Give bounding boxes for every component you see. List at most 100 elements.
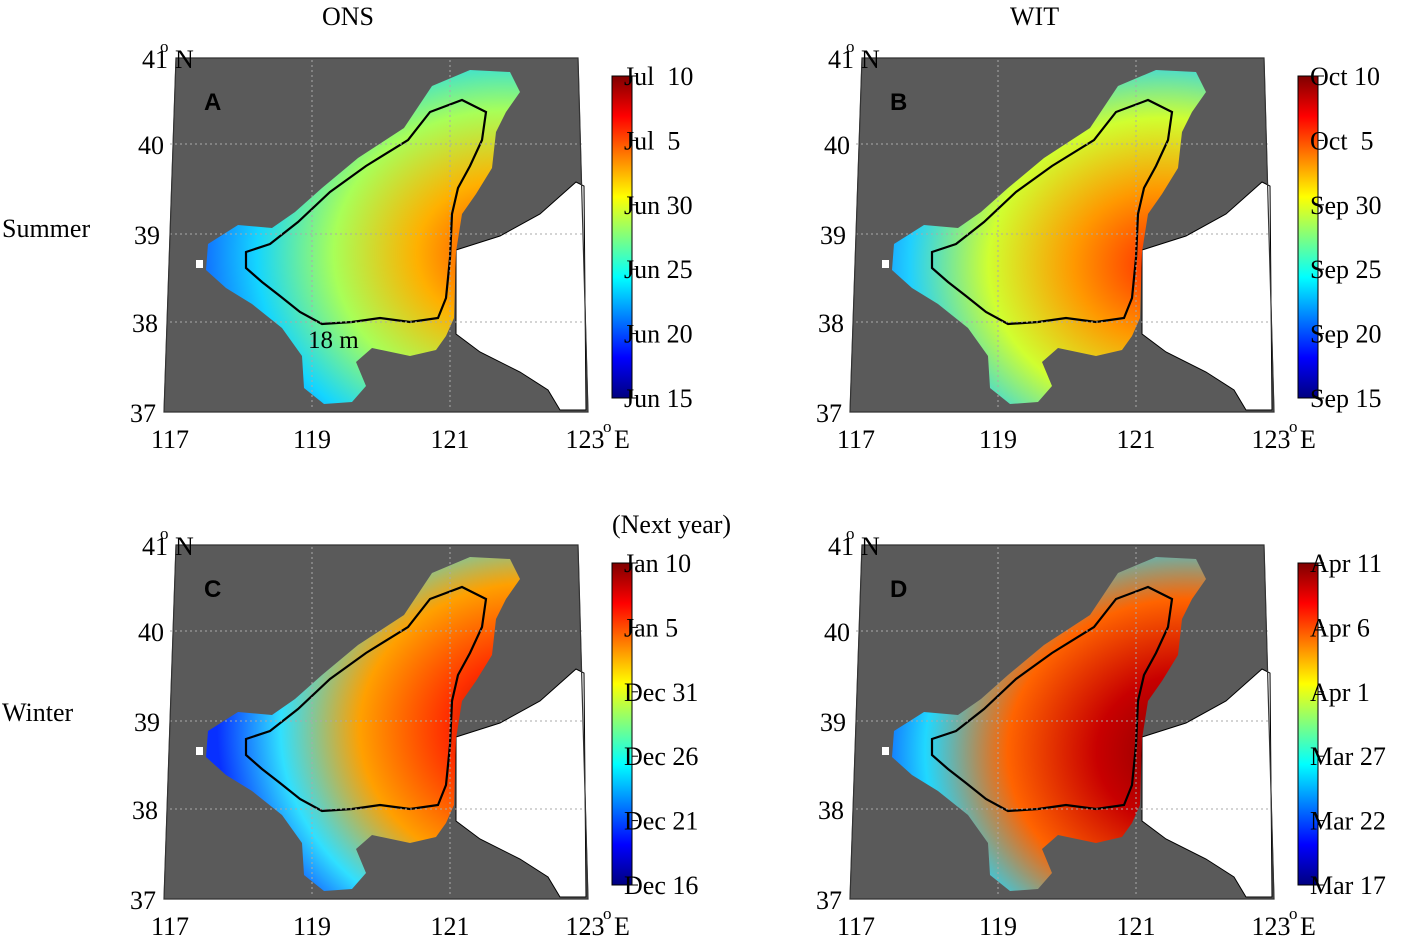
row-title-winter: Winter bbox=[2, 698, 74, 727]
lon-tick-label: 119 bbox=[293, 912, 331, 941]
colorbar-tick-label: Dec 26 bbox=[624, 742, 698, 771]
colorbar-tick-label: Jun 20 bbox=[624, 320, 693, 349]
lat-tick-label: 40 bbox=[824, 618, 850, 647]
column-title-wit: WIT bbox=[1010, 2, 1060, 31]
lat-tick-label: 39 bbox=[820, 221, 846, 250]
lon-hemisphere: E bbox=[614, 425, 630, 454]
lat-tick-label: 41 bbox=[828, 532, 854, 561]
unmapped-islet bbox=[196, 260, 203, 268]
colorbar-tick-label: Jun 30 bbox=[624, 191, 693, 220]
lat-degree-sign: o bbox=[160, 37, 169, 56]
lon-tick-label: 123 bbox=[1252, 912, 1291, 941]
colorbar bbox=[1297, 562, 1319, 886]
colorbar-tick-label: Sep 30 bbox=[1310, 191, 1382, 220]
column-title-ons: ONS bbox=[322, 2, 375, 31]
panel-letter: A bbox=[204, 89, 221, 116]
colorbar-tick-label: Mar 27 bbox=[1310, 742, 1386, 771]
row-title-summer: Summer bbox=[2, 214, 91, 243]
isobath-contour bbox=[244, 98, 488, 326]
lat-tick-label: 38 bbox=[818, 796, 844, 825]
unmapped-region bbox=[455, 181, 587, 411]
colorbar bbox=[1297, 75, 1319, 399]
isobath-contour bbox=[930, 585, 1174, 813]
colorbar-tick-label: Apr 6 bbox=[1310, 613, 1370, 642]
colorbar-tick-label: Jun 15 bbox=[624, 384, 693, 413]
lat-tick-label: 38 bbox=[132, 309, 158, 338]
lat-tick-label: 39 bbox=[134, 221, 160, 250]
isobath-contour bbox=[244, 585, 488, 813]
lon-degree-sign: o bbox=[1289, 904, 1298, 923]
lon-tick-label: 117 bbox=[151, 912, 189, 941]
lon-degree-sign: o bbox=[603, 904, 612, 923]
lon-tick-label: 123 bbox=[566, 425, 605, 454]
lon-hemisphere: E bbox=[1300, 425, 1316, 454]
panel-letter: D bbox=[890, 576, 907, 603]
lat-tick-label: 41 bbox=[142, 532, 168, 561]
colorbar-tick-label: Sep 15 bbox=[1310, 384, 1382, 413]
lon-tick-label: 117 bbox=[837, 912, 875, 941]
colorbar-tick-label: Jul 5 bbox=[624, 126, 680, 155]
colorbar-tick-label: Jan 10 bbox=[624, 549, 691, 578]
colorbar-tick-label: Sep 25 bbox=[1310, 255, 1382, 284]
isobath-contour bbox=[930, 98, 1174, 326]
map-frame bbox=[849, 57, 1275, 413]
lat-hemisphere: N bbox=[861, 45, 880, 74]
contour-label: 18 m bbox=[308, 327, 359, 354]
lon-tick-label: 123 bbox=[566, 912, 605, 941]
lon-tick-label: 121 bbox=[431, 912, 470, 941]
lat-tick-label: 39 bbox=[134, 708, 160, 737]
colorbar-tick-label: Jul 10 bbox=[624, 62, 693, 91]
lat-degree-sign: o bbox=[846, 524, 855, 543]
unmapped-islet bbox=[196, 747, 203, 755]
unmapped-region bbox=[1141, 668, 1273, 898]
colorbar-tick-label: Jun 25 bbox=[624, 255, 693, 284]
colorbar-tick-label: Jan 5 bbox=[624, 613, 678, 642]
panel-letter: B bbox=[890, 89, 907, 116]
panel-letter: C bbox=[204, 576, 221, 603]
lat-tick-label: 38 bbox=[818, 309, 844, 338]
lat-hemisphere: N bbox=[175, 532, 194, 561]
lon-tick-label: 117 bbox=[151, 425, 189, 454]
lat-tick-label: 37 bbox=[816, 399, 842, 428]
colorbar-tick-label: Dec 16 bbox=[624, 871, 698, 900]
unmapped-islet bbox=[882, 747, 889, 755]
lat-tick-label: 37 bbox=[130, 399, 156, 428]
colorbar-tick-label: Apr 1 bbox=[1310, 678, 1370, 707]
lon-tick-label: 119 bbox=[979, 912, 1017, 941]
lon-tick-label: 121 bbox=[1117, 425, 1156, 454]
colorbar-tick-label: Mar 17 bbox=[1310, 871, 1386, 900]
colorbar bbox=[611, 75, 633, 399]
unmapped-islet bbox=[882, 260, 889, 268]
colorbar-tick-label: Oct 10 bbox=[1310, 62, 1380, 91]
lat-tick-label: 41 bbox=[142, 45, 168, 74]
lat-tick-label: 40 bbox=[824, 131, 850, 160]
lon-hemisphere: E bbox=[1300, 912, 1316, 941]
lon-degree-sign: o bbox=[1289, 417, 1298, 436]
lat-degree-sign: o bbox=[846, 37, 855, 56]
colorbar-tick-label: Sep 20 bbox=[1310, 320, 1382, 349]
unmapped-region bbox=[455, 668, 587, 898]
lat-degree-sign: o bbox=[160, 524, 169, 543]
map-frame bbox=[849, 544, 1275, 900]
lon-degree-sign: o bbox=[603, 417, 612, 436]
lat-tick-label: 41 bbox=[828, 45, 854, 74]
lat-tick-label: 37 bbox=[130, 886, 156, 915]
lon-tick-label: 123 bbox=[1252, 425, 1291, 454]
colorbar-tick-label: Oct 5 bbox=[1310, 126, 1374, 155]
lat-tick-label: 38 bbox=[132, 796, 158, 825]
lon-tick-label: 119 bbox=[293, 425, 331, 454]
lat-tick-label: 37 bbox=[816, 886, 842, 915]
colorbar-tick-label: Dec 21 bbox=[624, 807, 698, 836]
colorbar-tick-label: Apr 11 bbox=[1310, 549, 1382, 578]
colorbar-tick-label: Mar 22 bbox=[1310, 807, 1386, 836]
colorbar bbox=[611, 562, 633, 886]
lon-tick-label: 121 bbox=[1117, 912, 1156, 941]
lon-tick-label: 117 bbox=[837, 425, 875, 454]
colorbar-tick-label: Dec 31 bbox=[624, 678, 698, 707]
map-frame bbox=[163, 57, 589, 413]
lat-tick-label: 40 bbox=[138, 131, 164, 160]
lat-hemisphere: N bbox=[861, 532, 880, 561]
